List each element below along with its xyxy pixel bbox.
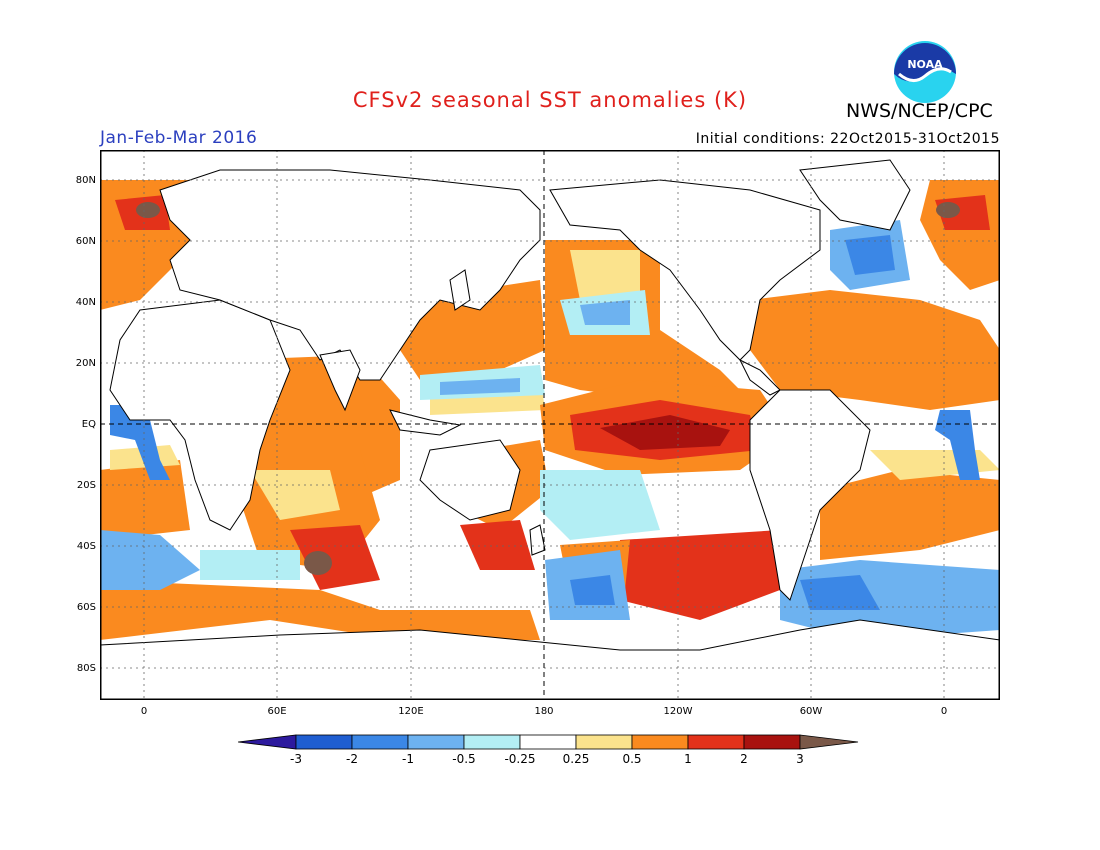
lon-label: 180 <box>534 706 554 717</box>
graticule <box>100 150 1000 700</box>
colorbar-label: 0.25 <box>562 752 590 766</box>
colorbar-label: -0.5 <box>452 752 476 766</box>
antarctica <box>100 619 1000 700</box>
colorbar-label: -1 <box>402 752 414 766</box>
lat-label: EQ <box>81 419 96 430</box>
japan <box>449 269 471 311</box>
chart-title: CFSv2 seasonal SST anomalies (K) <box>352 88 748 112</box>
lon-label: 60W <box>799 706 823 717</box>
colorbar-segment <box>295 734 353 750</box>
lat-label: 40N <box>75 297 96 308</box>
colorbar-segment <box>407 734 465 750</box>
new-zealand <box>529 524 546 556</box>
agency-label: NWS/NCEP/CPC <box>846 100 993 122</box>
colorbar-segment <box>743 734 801 750</box>
lon-label: 120E <box>398 706 424 717</box>
colorbar-label: 0.5 <box>622 752 642 766</box>
eurasia <box>159 169 541 381</box>
lat-label: 60N <box>75 236 96 247</box>
forecast-period: Jan-Feb-Mar 2016 <box>100 128 258 148</box>
colorbar-label: 3 <box>796 752 804 766</box>
anomaly-warm-fields <box>100 180 1000 640</box>
colorbar-label: 1 <box>684 752 692 766</box>
north-america <box>549 179 821 361</box>
colorbar-segment <box>519 734 577 750</box>
greenland <box>799 159 911 231</box>
india <box>319 349 361 412</box>
colorbar-segment <box>351 734 409 750</box>
lat-label: 60S <box>76 602 96 613</box>
lon-label: 120W <box>663 706 693 717</box>
colorbar-label: 2 <box>740 752 748 766</box>
initial-conditions: Initial conditions: 22Oct2015-31Oct2015 <box>695 131 1000 147</box>
noaa-logo: NOAA <box>894 41 956 103</box>
south-america <box>749 389 871 601</box>
continents <box>100 159 1000 700</box>
lat-label: 40S <box>76 541 96 552</box>
lon-label: 0 <box>140 706 148 717</box>
colorbar-segment <box>463 734 521 750</box>
central-america <box>738 358 781 396</box>
colorbar-label: -0.25 <box>504 752 536 766</box>
colorbar <box>238 734 859 750</box>
colorbar-segment <box>575 734 633 750</box>
colorbar-arrow-high <box>799 734 859 750</box>
colorbar-segment <box>687 734 745 750</box>
colorbar-segment <box>631 734 689 750</box>
lat-label: 20S <box>76 480 96 491</box>
map-frame <box>100 150 1000 700</box>
lon-label: 0 <box>940 706 948 717</box>
colorbar-label: -2 <box>346 752 358 766</box>
lat-label: 20N <box>75 358 96 369</box>
australia <box>419 439 521 521</box>
lat-label: 80N <box>75 175 96 186</box>
indonesia <box>389 409 462 436</box>
logo-text: NOAA <box>907 58 943 71</box>
colorbar-label: -3 <box>290 752 302 766</box>
colorbar-arrow-low <box>238 734 297 750</box>
africa <box>109 299 291 531</box>
anomaly-cold-fields <box>100 220 1000 640</box>
sst-anomaly-map <box>100 150 1000 700</box>
lat-label: 80S <box>76 663 96 674</box>
lon-label: 60E <box>267 706 287 717</box>
